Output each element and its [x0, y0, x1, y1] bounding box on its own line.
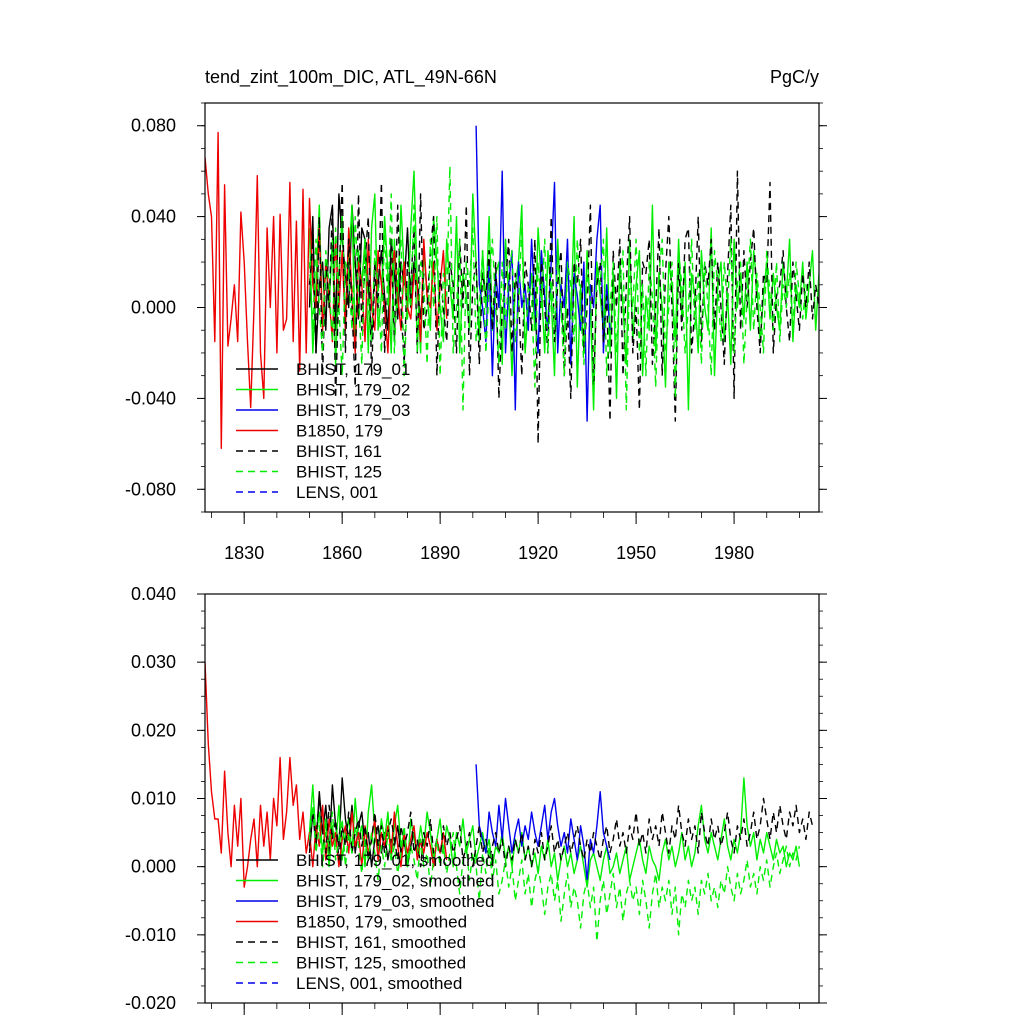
y-tick-label: 0.080: [131, 116, 176, 136]
series-line-bhist-179-03-smoothed: [475, 764, 611, 881]
x-tick-label: 1890: [420, 543, 460, 563]
x-tick-label: 1830: [224, 543, 264, 563]
chart-title: tend_zint_100m_DIC, ATL_49N-66N: [205, 67, 497, 88]
y-tick-label: 0.040: [131, 584, 176, 604]
y-tick-label: 0.020: [131, 720, 176, 740]
y-tick-label: 0.040: [131, 207, 176, 227]
legend-label: B1850, 179: [296, 422, 383, 441]
legend-label: BHIST, 161: [296, 442, 382, 461]
x-tick-label: 1950: [616, 543, 656, 563]
y-tick-label: -0.020: [125, 993, 176, 1013]
series-line-bhist-179-02: [308, 170, 819, 411]
legend-label: BHIST, 179_01, smoothed: [296, 851, 494, 870]
x-tick-label: 1860: [322, 543, 362, 563]
legend-label: B1850, 179, smoothed: [296, 913, 467, 932]
legend-label: BHIST, 179_02, smoothed: [296, 872, 494, 891]
x-tick-label: 1980: [714, 543, 754, 563]
legend-label: BHIST, 179_03, smoothed: [296, 892, 494, 911]
chart-panel-1: -0.080 -0.040 0.000 0.040 0.080 1830 1860 1890 1…: [125, 67, 827, 563]
y-tick-label: 0.000: [131, 298, 176, 318]
series-line-bhist-161-smoothed: [308, 797, 814, 868]
series-group: [205, 662, 814, 943]
legend-label: BHIST, 179_02: [296, 381, 410, 400]
y-tick-label: -0.040: [125, 388, 176, 408]
y-tick-label: -0.010: [125, 925, 176, 945]
y-tick-label: 0.010: [131, 789, 176, 809]
legend-label: LENS, 001, smoothed: [296, 974, 462, 993]
legend-label: BHIST, 179_01: [296, 360, 410, 379]
y-tick-label: 0.000: [131, 857, 176, 877]
series-group: [205, 125, 819, 450]
legend-label: BHIST, 125: [296, 463, 382, 482]
y-tick-label: -0.080: [125, 479, 176, 499]
legend-label: BHIST, 125, smoothed: [296, 954, 466, 973]
chart-units: PgC/y: [770, 67, 819, 87]
legend-label: BHIST, 179_03: [296, 401, 410, 420]
x-tick-label: 1920: [518, 543, 558, 563]
series-line-bhist-125: [308, 165, 810, 411]
y-tick-label: 0.030: [131, 652, 176, 672]
chart-panel-2: -0.020 -0.010 0.000 0.010 0.020 0.030 0.040 BHI…: [125, 584, 827, 1015]
series-line-bhist-125-smoothed: [308, 804, 801, 943]
legend-label: BHIST, 161, smoothed: [296, 933, 466, 952]
legend-label: LENS, 001: [296, 483, 378, 502]
